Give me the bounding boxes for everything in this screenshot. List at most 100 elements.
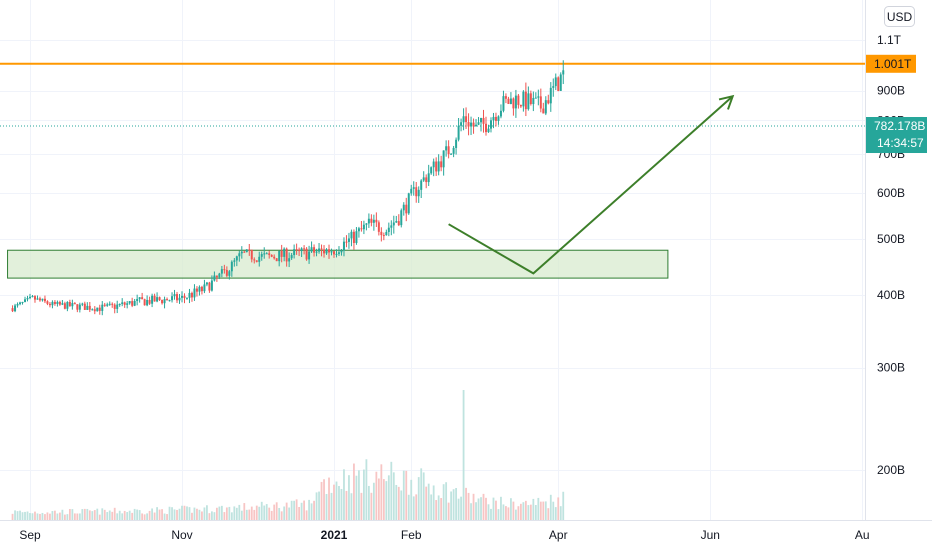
candle-body xyxy=(517,95,520,105)
candle-body xyxy=(215,275,218,278)
volume-bar xyxy=(211,511,213,520)
volume-bar xyxy=(138,510,141,520)
volume-bar xyxy=(41,512,44,520)
volume-bar xyxy=(288,507,291,520)
volume-bar xyxy=(505,506,507,520)
projection-arrow[interactable] xyxy=(448,94,735,275)
resistance-price-label: 1.001T xyxy=(874,57,912,71)
candle-body xyxy=(547,100,550,104)
candle-body xyxy=(514,95,517,109)
candle-body xyxy=(427,173,430,183)
candle-body xyxy=(330,251,333,253)
candle-body xyxy=(455,139,458,148)
volume-bar xyxy=(188,507,191,520)
candle-body xyxy=(407,193,410,214)
candle-body xyxy=(228,271,231,276)
volume-bar xyxy=(93,510,96,520)
volume-bar xyxy=(462,390,465,520)
candle-body xyxy=(430,167,433,174)
volume-bar xyxy=(66,514,69,520)
volume-bar xyxy=(118,510,121,520)
candle-body xyxy=(303,248,306,250)
volume-bar xyxy=(295,499,298,520)
volume-bar xyxy=(519,503,522,520)
candle-body xyxy=(337,252,340,254)
volume-bar xyxy=(338,486,340,520)
volume-bar xyxy=(305,510,308,520)
candle-body xyxy=(422,177,425,181)
volume-bar xyxy=(225,507,228,520)
volume-bar xyxy=(372,482,375,520)
volume-bar xyxy=(487,504,490,520)
volume-bar xyxy=(490,508,492,520)
volume-bar xyxy=(380,464,383,520)
volume-bar xyxy=(141,513,144,520)
candle-body xyxy=(198,286,201,292)
volume-bar xyxy=(81,509,84,520)
candle-body xyxy=(308,251,311,260)
candle-body xyxy=(43,298,46,302)
volume-bar xyxy=(475,502,477,520)
price-tick-label: 500B xyxy=(877,232,905,246)
volume-bar xyxy=(19,510,21,520)
candle-body xyxy=(14,305,17,312)
candle-body xyxy=(153,295,156,302)
candle-body xyxy=(482,117,485,124)
volume-bar xyxy=(345,490,348,520)
volume-bar xyxy=(405,470,408,520)
volume-bar xyxy=(278,507,281,520)
candle-body xyxy=(465,116,468,123)
candle-countdown: 14:34:57 xyxy=(877,136,924,150)
volume-bar xyxy=(557,497,560,520)
candle-body xyxy=(11,308,14,312)
volume-bar xyxy=(26,511,29,520)
candle-body xyxy=(188,292,191,298)
volume-bar xyxy=(215,507,218,520)
candle-body xyxy=(233,260,236,262)
candle-body xyxy=(375,219,378,223)
support-zone[interactable] xyxy=(7,249,669,279)
volume-bar xyxy=(353,463,355,520)
volume-bar xyxy=(482,493,485,520)
volume-bar xyxy=(445,482,448,520)
candle-body xyxy=(342,241,345,251)
volume-bar xyxy=(512,501,515,520)
time-tick-label: Nov xyxy=(171,528,192,542)
candle-body xyxy=(161,299,164,304)
price-tick-label: 600B xyxy=(877,186,905,200)
time-tick-label: 2021 xyxy=(321,528,348,542)
volume-bar xyxy=(340,488,343,520)
volume-bar xyxy=(171,507,173,520)
volume-bar xyxy=(500,496,502,520)
volume-bar xyxy=(136,509,139,520)
candle-body xyxy=(328,249,331,253)
candle-body xyxy=(41,298,44,301)
candle-body xyxy=(504,96,507,99)
volume-bar xyxy=(402,470,405,520)
volume-bar xyxy=(113,507,116,520)
volume-bar xyxy=(417,477,420,520)
price-axis[interactable]: 200B300B400B500B600B700B800B900B1.1T xyxy=(877,33,905,477)
volume-bar xyxy=(325,494,328,520)
volume-bar xyxy=(101,508,104,520)
volume-bar xyxy=(549,494,552,520)
candle-body xyxy=(544,100,547,114)
time-axis[interactable]: Sep Nov 2021 Feb Apr Jun Au xyxy=(19,528,869,542)
currency-button[interactable]: USD xyxy=(884,6,915,27)
volume-bar xyxy=(507,507,510,520)
candle-body xyxy=(502,96,505,111)
volume-bar xyxy=(103,509,106,520)
volume-bar xyxy=(258,506,261,520)
candle-body xyxy=(263,253,266,255)
volume-bar xyxy=(16,511,19,520)
candle-body xyxy=(352,231,355,243)
candle-body xyxy=(245,249,248,253)
volume-bar xyxy=(452,489,455,520)
volume-bar xyxy=(283,506,286,520)
candle-body xyxy=(31,296,34,298)
candle-body xyxy=(168,300,171,302)
candle-body xyxy=(151,295,154,304)
volume-bar xyxy=(510,498,512,520)
candle-body xyxy=(143,299,146,306)
